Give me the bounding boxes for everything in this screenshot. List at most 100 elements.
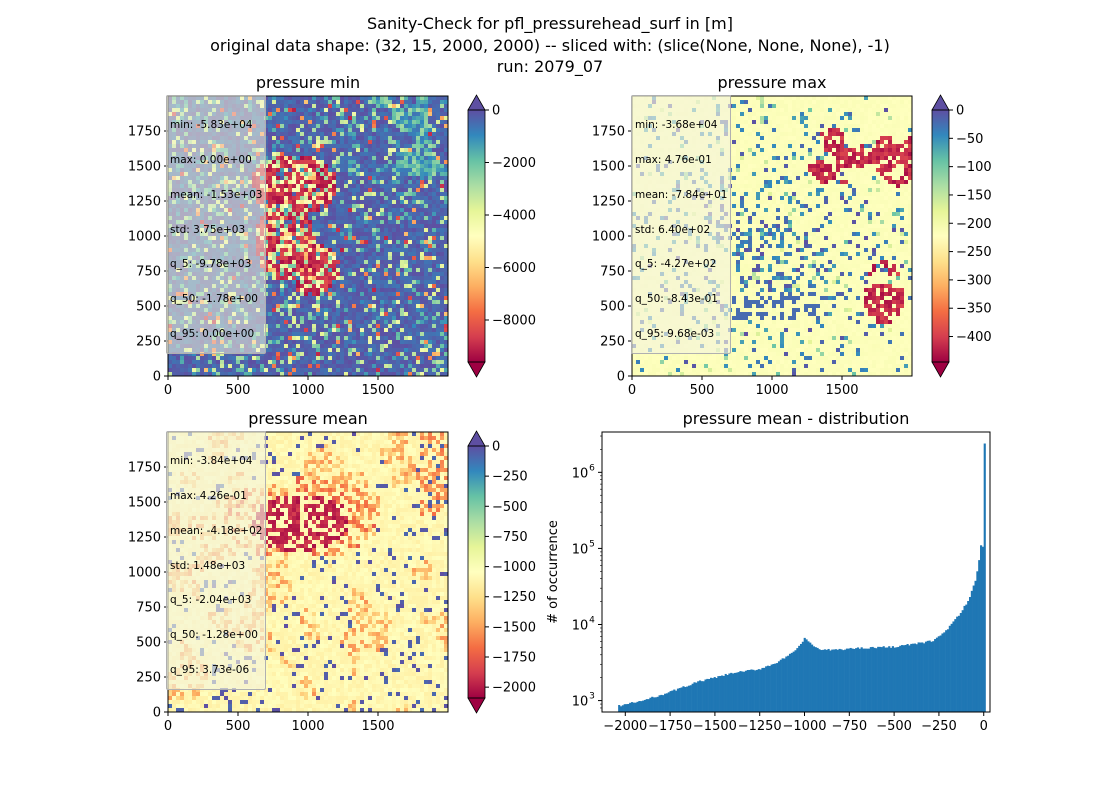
heatmap-cell [284,328,289,333]
heatmap-cell [436,212,441,217]
heatmap-cell [268,304,273,309]
heatmap-cell [392,112,397,117]
heatmap-cell [412,264,417,269]
heatmap-cell [280,344,285,349]
heatmap-cell [296,244,301,249]
heatmap-cell [284,184,289,189]
heatmap-cell [436,200,441,205]
heatmap-cell [444,180,449,185]
heatmap-cell [424,100,429,105]
heatmap-cell [408,100,413,105]
heatmap-cell [424,296,429,301]
heatmap-cell [364,228,369,233]
heatmap-cell [288,128,293,133]
heatmap-cell [392,260,397,265]
heatmap-cell [316,136,321,141]
heatmap-cell [420,316,425,321]
heatmap-cell [376,320,381,325]
heatmap-cell [396,372,401,377]
heatmap-cell [312,244,317,249]
heatmap-cell [312,340,317,345]
heatmap-cell [308,188,313,193]
heatmap-cell [264,208,269,213]
heatmap-cell [436,264,441,269]
heatmap-cell [332,96,337,101]
heatmap-cell [444,324,449,329]
heatmap-cell [312,204,317,209]
heatmap-cell [344,188,349,193]
heatmap-cell [412,140,417,145]
heatmap-cell [424,316,429,321]
heatmap-cell [364,168,369,173]
heatmap-cell [336,124,341,129]
heatmap-cell [300,328,305,333]
heatmap-cell [384,320,389,325]
heatmap-cell [356,112,361,117]
heatmap-cell [276,288,281,293]
heatmap-cell [380,100,385,105]
heatmap-cell [416,232,421,237]
heatmap-cell [300,260,305,265]
heatmap-cell [320,164,325,169]
heatmap-cell [344,128,349,133]
heatmap-cell [400,236,405,241]
heatmap-cell [368,308,373,313]
heatmap-cell [420,160,425,165]
heatmap-cell [320,340,325,345]
heatmap-cell [424,216,429,221]
heatmap-cell [308,292,313,297]
heatmap-cell [352,108,357,113]
heatmap-cell [416,308,421,313]
heatmap-cell [272,148,277,153]
heatmap-cell [348,180,353,185]
heatmap-cell [364,368,369,373]
heatmap-cell [412,128,417,133]
heatmap-cell [344,216,349,221]
heatmap-cell [292,100,297,105]
heatmap-cell [440,120,445,125]
heatmap-cell [276,252,281,257]
heatmap-cell [408,192,413,197]
heatmap-cell [296,240,301,245]
heatmap-cell [344,236,349,241]
heatmap-cell [400,204,405,209]
heatmap-cell [344,148,349,153]
heatmap-cell [328,328,333,333]
heatmap-cell [428,284,433,289]
heatmap-cell [412,288,417,293]
heatmap-cell [328,140,333,145]
heatmap-cell [356,304,361,309]
heatmap-cell [380,308,385,313]
heatmap-cell [400,188,405,193]
heatmap-cell [352,248,357,253]
heatmap-cell [292,136,297,141]
heatmap-cell [308,296,313,301]
heatmap-cell [412,116,417,121]
heatmap-cell [308,372,313,377]
y-tick-label: 500 [136,300,161,315]
heatmap-cell [268,200,273,205]
heatmap-cell [364,336,369,341]
heatmap-cell [368,128,373,133]
heatmap-cell [324,264,329,269]
heatmap-cell [200,352,205,357]
heatmap-cell [288,108,293,113]
heatmap-cell [344,244,349,249]
heatmap-cell [364,244,369,249]
heatmap-cell [352,120,357,125]
heatmap-cell [420,176,425,181]
heatmap-cell [288,140,293,145]
heatmap-cell [384,368,389,373]
heatmap-cell [352,184,357,189]
heatmap-cell [388,276,393,281]
heatmap-cell [292,360,297,365]
heatmap-cell [396,164,401,169]
heatmap-cell [272,252,277,257]
heatmap-cell [288,124,293,129]
colorbar-frame [467,109,486,363]
heatmap-cell [412,156,417,161]
heatmap-cell [408,292,413,297]
heatmap-cell [436,148,441,153]
heatmap-cell [364,280,369,285]
heatmap-cell [444,352,449,357]
